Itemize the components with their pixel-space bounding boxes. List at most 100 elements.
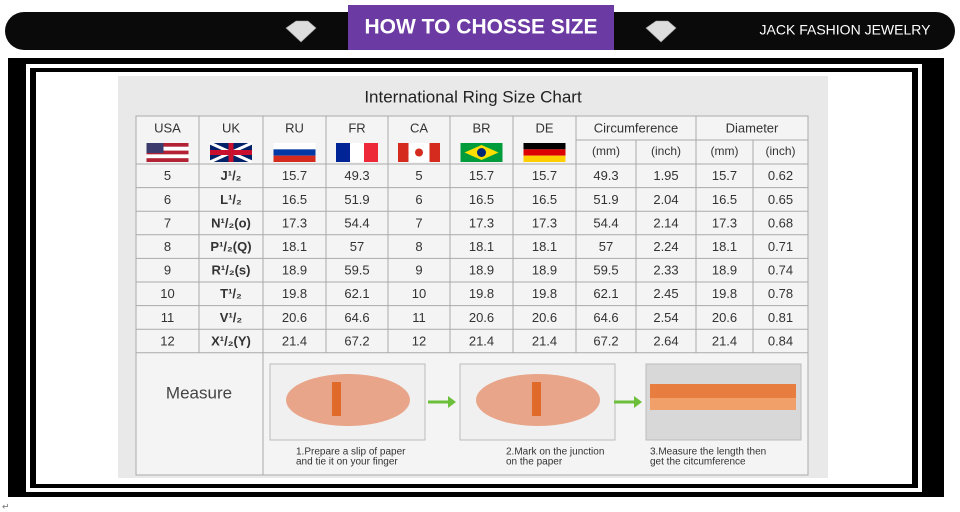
cell: 17.3 — [532, 215, 557, 230]
cell: 19.8 — [532, 286, 557, 301]
flag — [273, 143, 316, 162]
cell: 54.4 — [344, 215, 369, 230]
diamond-right — [645, 20, 677, 43]
group-header: Circumference — [594, 120, 679, 135]
cell: 9 — [415, 263, 422, 278]
column-header: DE — [535, 120, 553, 135]
cell: 51.9 — [593, 192, 618, 207]
cell: 18.1 — [469, 239, 494, 254]
flag-stripe — [273, 149, 316, 156]
cell: 9 — [164, 263, 171, 278]
cell: 64.6 — [344, 310, 369, 325]
cell: 18.9 — [532, 263, 557, 278]
cell: 59.5 — [593, 263, 618, 278]
cell: 57 — [599, 239, 613, 254]
cell: 8 — [415, 239, 422, 254]
flag — [398, 143, 440, 162]
unit-header: (mm) — [711, 144, 739, 158]
cell: 18.9 — [282, 263, 307, 278]
cell: 7 — [415, 215, 422, 230]
flag-stripe — [523, 143, 566, 150]
cell: P¹/₂(Q) — [210, 239, 251, 254]
group-header: Diameter — [726, 120, 779, 135]
cell: 2.54 — [653, 310, 678, 325]
cell: 15.7 — [282, 168, 307, 183]
flag-cross — [228, 143, 234, 162]
flag-stripe — [146, 146, 189, 151]
cell: 18.1 — [712, 239, 737, 254]
brand: JACK FASHION JEWELRY — [760, 22, 932, 38]
cell: 2.64 — [653, 333, 678, 348]
cell: 15.7 — [712, 168, 737, 183]
cell: 54.4 — [593, 215, 618, 230]
paper-strip — [532, 382, 541, 416]
column-header: CA — [410, 120, 428, 135]
cell: 10 — [160, 286, 174, 301]
flag-canton — [146, 143, 164, 153]
cell: 10 — [412, 286, 426, 301]
flag-stripe — [146, 143, 189, 147]
cell: 0.68 — [768, 215, 793, 230]
cell: 6 — [164, 192, 171, 207]
flag-stripe — [523, 149, 566, 156]
cell: 2.14 — [653, 215, 678, 230]
step-caption: 2.Mark on the junction — [506, 447, 604, 458]
cell: 0.78 — [768, 286, 793, 301]
cell: 8 — [164, 239, 171, 254]
cell: 16.5 — [469, 192, 494, 207]
flag-stripe — [273, 143, 316, 150]
cell: T¹/₂ — [220, 286, 242, 301]
cell: 20.6 — [469, 310, 494, 325]
column-header: FR — [348, 120, 365, 135]
cell: 17.3 — [282, 215, 307, 230]
page-title: HOW TO CHOSSE SIZE — [365, 16, 598, 39]
flag — [460, 143, 503, 162]
flag-stripe — [336, 143, 350, 162]
paper-strip — [332, 382, 341, 416]
flag-stripe — [146, 150, 189, 155]
cell: 0.71 — [768, 239, 793, 254]
cell: 2.33 — [653, 263, 678, 278]
flag-stripe — [364, 143, 378, 162]
column-header: UK — [222, 120, 240, 135]
cell: 15.7 — [532, 168, 557, 183]
cell: 0.62 — [768, 168, 793, 183]
cell: 21.4 — [532, 333, 557, 348]
cell: 5 — [164, 168, 171, 183]
step-caption: 1.Prepare a slip of paper — [296, 447, 406, 458]
arrow-head — [634, 396, 642, 408]
cell: X¹/₂(Y) — [211, 333, 251, 348]
cell: 57 — [350, 239, 364, 254]
flag — [146, 143, 189, 162]
unit-header: (inch) — [765, 144, 795, 158]
cell: 0.74 — [768, 263, 793, 278]
cell: 19.8 — [712, 286, 737, 301]
cell: 1.95 — [653, 168, 678, 183]
hand — [286, 374, 410, 426]
step-caption: 3.Measure the length then — [650, 447, 766, 458]
ruler-scale — [650, 398, 796, 410]
arrow-head — [448, 396, 456, 408]
cell: 19.8 — [282, 286, 307, 301]
cell: 19.8 — [469, 286, 494, 301]
column-header: RU — [285, 120, 304, 135]
chart-title: International Ring Size Chart — [364, 87, 582, 106]
cell: V¹/₂ — [220, 310, 243, 325]
diamond-left — [285, 20, 317, 43]
flag-stripe — [523, 155, 566, 162]
column-header: USA — [154, 120, 181, 135]
cell: 18.9 — [469, 263, 494, 278]
cell: 15.7 — [469, 168, 494, 183]
cell: 2.04 — [653, 192, 678, 207]
cell: 0.65 — [768, 192, 793, 207]
cell: 11 — [412, 310, 426, 325]
flag-stripe — [146, 158, 189, 162]
flag-leaf — [415, 148, 423, 157]
cell: 49.3 — [344, 168, 369, 183]
cell: 16.5 — [712, 192, 737, 207]
cell: 20.6 — [712, 310, 737, 325]
column-header: BR — [472, 120, 490, 135]
cell: 20.6 — [532, 310, 557, 325]
cell: 7 — [164, 215, 171, 230]
flag — [523, 143, 566, 162]
